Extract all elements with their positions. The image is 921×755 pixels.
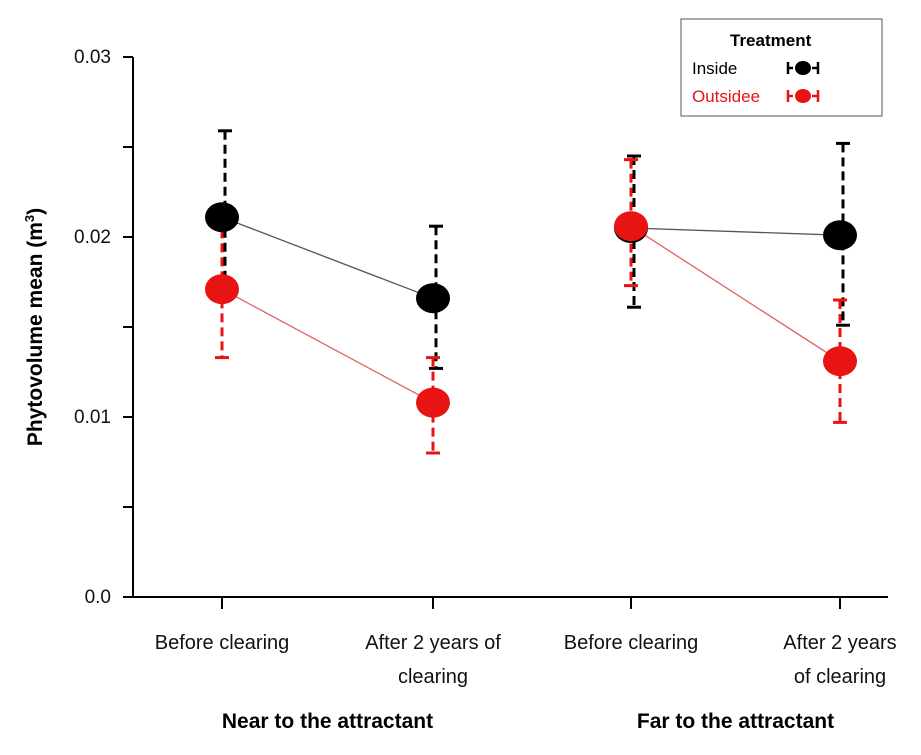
series-line-outsidee [630,225,841,362]
data-point-inside [205,202,239,233]
axes: 0.0 0.01 0.02 0.03 Before clearing After 2 ye… [22,47,897,733]
group-label: Far to the attractant [637,710,834,733]
x-category-label: Before clearing [155,632,290,654]
legend-title: Treatment [730,31,812,50]
x-category-label: Before clearing [564,632,699,654]
legend-marker-inside [795,61,811,75]
y-tick-label: 0.02 [74,227,111,248]
legend-label-inside: Inside [692,59,737,78]
y-axis-title-superscript: 3 [22,215,37,222]
y-tick-label: 0.03 [74,47,111,68]
data-point-outsidee [823,346,857,377]
x-category-label: clearing [398,666,468,688]
data-point-outsidee [416,387,450,418]
y-tick-label: 0.01 [74,407,111,428]
y-axis-title-main: Phytovolume mean (m [24,222,47,446]
series-layer [205,129,857,455]
data-point-outsidee [614,211,648,242]
legend: Treatment Inside Outsidee [680,18,883,117]
series-line-outsidee [221,288,434,404]
group-label: Near to the attractant [222,710,433,733]
legend-marker-outsidee [795,89,811,103]
data-point-inside [416,283,450,314]
series-line-inside [630,227,841,236]
x-category-label: of clearing [794,666,886,688]
y-axis-title: Phytovolume mean (m3) [22,208,47,446]
legend-label-outsidee: Outsidee [692,87,760,106]
y-axis-title-close: ) [24,208,47,215]
x-category-label: After 2 years [783,632,896,654]
data-point-outsidee [205,274,239,305]
y-tick-label: 0.0 [85,587,111,608]
x-category-label: After 2 years of [365,632,501,654]
data-point-inside [823,220,857,251]
legend-box [680,18,883,117]
series-line-inside [221,216,434,299]
